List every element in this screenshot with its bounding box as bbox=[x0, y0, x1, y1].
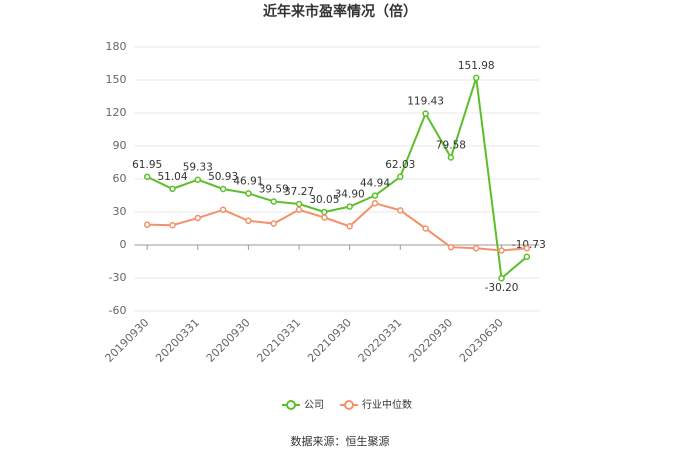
point bbox=[270, 198, 277, 205]
y-tick-label: 60 bbox=[113, 172, 127, 185]
y-tick-label: -60 bbox=[109, 304, 127, 317]
data-label: 59.33 bbox=[183, 162, 213, 174]
x-tick-label: 20210930 bbox=[305, 316, 354, 365]
y-tick-label: 120 bbox=[106, 106, 127, 119]
point bbox=[295, 206, 303, 214]
point bbox=[371, 199, 379, 207]
data-label: 30.05 bbox=[309, 194, 339, 206]
data-label: 37.27 bbox=[284, 186, 314, 198]
point bbox=[143, 221, 151, 228]
point bbox=[194, 176, 202, 183]
data-label: 151.98 bbox=[458, 60, 495, 72]
data-label: 62.03 bbox=[385, 159, 415, 171]
y-tick-label: -30 bbox=[109, 271, 127, 284]
point bbox=[270, 220, 277, 227]
legend-marker bbox=[286, 400, 296, 410]
point bbox=[422, 110, 429, 117]
point bbox=[397, 207, 404, 214]
point bbox=[245, 217, 252, 225]
point bbox=[219, 185, 227, 193]
point bbox=[219, 206, 227, 214]
point bbox=[321, 214, 328, 221]
point bbox=[346, 203, 353, 210]
y-tick-label: 30 bbox=[113, 205, 127, 218]
data-label: -10.73 bbox=[512, 239, 546, 251]
data-label: 51.04 bbox=[157, 171, 187, 183]
data-label: 79.58 bbox=[436, 139, 466, 151]
x-tick-label: 20220331 bbox=[356, 316, 405, 365]
point bbox=[498, 274, 505, 282]
point bbox=[245, 190, 252, 197]
legend-marker bbox=[344, 400, 354, 410]
data-label: 119.43 bbox=[407, 96, 444, 108]
point bbox=[498, 247, 505, 254]
point bbox=[447, 243, 455, 251]
source: 数据来源：恒生聚源 bbox=[291, 434, 390, 448]
series-line bbox=[147, 202, 527, 252]
data-label: -30.20 bbox=[485, 282, 519, 294]
x-tick-label: 20230630 bbox=[457, 316, 506, 365]
y-tick-label: 90 bbox=[113, 139, 127, 152]
y-tick-label: 180 bbox=[106, 40, 127, 53]
data-label: 44.94 bbox=[360, 178, 390, 190]
point bbox=[194, 214, 202, 222]
data-label: 39.59 bbox=[259, 183, 289, 195]
x-tick-label: 20190930 bbox=[103, 316, 152, 365]
point bbox=[397, 173, 404, 181]
legend-label: 行业中位数 bbox=[362, 398, 412, 411]
point bbox=[371, 192, 379, 199]
x-tick-label: 20220930 bbox=[406, 316, 455, 365]
point bbox=[447, 154, 455, 161]
legend-label: 公司 bbox=[304, 400, 324, 411]
point bbox=[472, 245, 480, 252]
point bbox=[523, 253, 531, 261]
x-tick-label: 20200930 bbox=[204, 316, 253, 365]
x-tick-label: 20200331 bbox=[153, 316, 202, 365]
data-label: 34.90 bbox=[335, 189, 365, 201]
point bbox=[321, 208, 328, 216]
point bbox=[422, 225, 429, 232]
y-tick-label: 150 bbox=[106, 73, 127, 86]
series-line bbox=[146, 77, 528, 281]
point bbox=[295, 200, 303, 208]
data-label: 50.93 bbox=[208, 171, 238, 183]
point bbox=[523, 245, 531, 252]
chart-title: 近年来市盈率情况（倍） bbox=[263, 3, 417, 20]
point bbox=[472, 74, 480, 82]
point bbox=[143, 173, 151, 181]
x-tick-label: 20210331 bbox=[254, 316, 303, 365]
y-tick-label: 0 bbox=[120, 238, 127, 251]
point bbox=[346, 223, 353, 230]
point bbox=[169, 221, 176, 229]
data-label: 46.91 bbox=[233, 175, 263, 187]
point bbox=[169, 185, 176, 193]
data-label: 61.95 bbox=[132, 159, 162, 171]
